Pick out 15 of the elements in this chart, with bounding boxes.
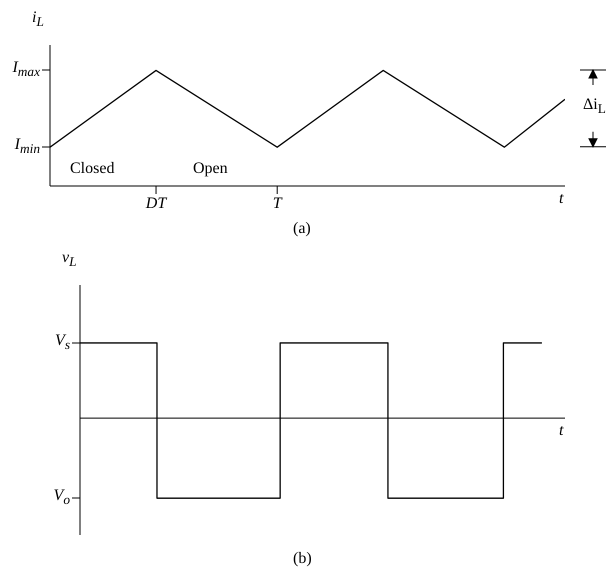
- y-axis-title: v$_{L}$: [62, 249, 77, 270]
- text: I$_{max}$: [12, 59, 40, 81]
- y-axis-title: i$_{L}$: [32, 9, 44, 30]
- annotation: Open: [193, 160, 228, 178]
- text: V$_{o}$: [54, 487, 70, 508]
- text: I$_{min}$: [14, 136, 40, 158]
- x-axis-title: t: [559, 422, 564, 440]
- text: V$_{s}$: [55, 332, 70, 354]
- x-tick-label: DT: [144, 195, 168, 212]
- text: (b): [293, 550, 312, 568]
- annotation: Closed: [70, 160, 114, 178]
- x-axis-title: t: [559, 190, 564, 208]
- x-tick-label: T: [272, 195, 283, 212]
- text: Δi$_{L}$: [583, 96, 606, 118]
- text: (a): [293, 220, 311, 238]
